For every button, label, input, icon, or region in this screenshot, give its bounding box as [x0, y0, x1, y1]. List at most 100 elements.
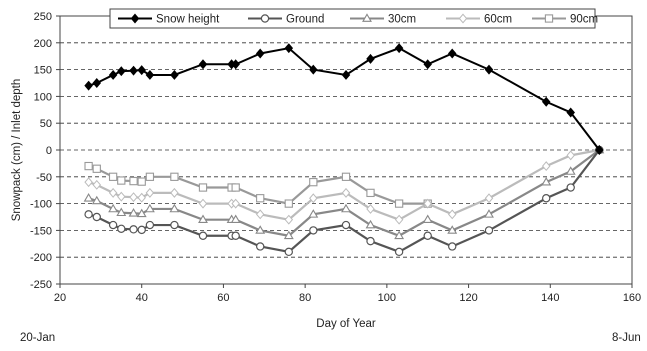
- data-point: [366, 236, 375, 246]
- data-point: [84, 161, 93, 171]
- data-point: [129, 65, 138, 76]
- data-point: [169, 203, 180, 213]
- x-tick-label: 160: [623, 292, 641, 304]
- data-point: [484, 64, 494, 75]
- y-tick-label: 0: [46, 145, 52, 157]
- y-tick-label: -200: [30, 252, 52, 264]
- data-point: [394, 214, 404, 225]
- x-tick-label: 40: [136, 292, 148, 304]
- data-point: [284, 43, 294, 54]
- x-tick-label: 120: [459, 292, 477, 304]
- data-point: [541, 96, 551, 107]
- data-point: [91, 195, 102, 205]
- series-line: [88, 149, 601, 254]
- data-point: [145, 220, 155, 230]
- data-point: [341, 203, 351, 213]
- data-point: [145, 187, 155, 198]
- data-point: [448, 242, 457, 251]
- data-point: [484, 209, 494, 218]
- end-date-label: 8-Jun: [612, 332, 641, 344]
- x-tick-label: 140: [541, 292, 559, 304]
- data-point: [283, 230, 294, 240]
- data-point: [394, 43, 404, 54]
- series-30cm: [83, 144, 605, 240]
- y-tick-label: -250: [30, 279, 52, 291]
- data-point: [83, 193, 94, 202]
- data-point: [170, 187, 179, 198]
- data-point: [423, 198, 432, 209]
- x-axis-label: Day of Year: [316, 318, 376, 330]
- data-point: [84, 80, 93, 91]
- data-point: [92, 179, 102, 190]
- data-point: [144, 203, 155, 213]
- data-point: [231, 183, 240, 192]
- legend-label: 90cm: [570, 14, 598, 26]
- data-point: [541, 176, 552, 186]
- data-point: [542, 194, 551, 203]
- data-point: [198, 59, 208, 70]
- data-point: [129, 176, 138, 186]
- data-point: [595, 145, 604, 155]
- legend-label: Snow height: [156, 14, 220, 26]
- data-point: [394, 199, 404, 208]
- data-point: [394, 230, 405, 240]
- data-point: [256, 242, 265, 251]
- data-point: [108, 220, 118, 230]
- y-tick-label: -100: [30, 199, 52, 211]
- y-tick-label: -150: [30, 225, 52, 237]
- data-point: [198, 183, 208, 192]
- x-tick-label: 60: [217, 292, 229, 304]
- data-point: [108, 172, 118, 181]
- data-point: [394, 247, 404, 257]
- start-date-label: 20-Jan: [20, 332, 56, 344]
- data-point: [484, 226, 494, 235]
- data-point: [422, 214, 433, 224]
- data-point: [137, 177, 146, 186]
- legend-marker: [458, 13, 468, 24]
- data-point: [484, 193, 494, 204]
- data-point: [566, 150, 575, 161]
- data-point: [137, 65, 146, 76]
- data-point: [447, 48, 457, 59]
- data-point: [117, 224, 126, 233]
- data-point: [341, 220, 351, 230]
- series-90cm: [84, 161, 432, 208]
- data-point: [129, 192, 138, 203]
- data-point: [255, 48, 265, 59]
- y-tick-label: 250: [34, 11, 52, 23]
- data-point: [256, 194, 265, 203]
- data-point: [255, 209, 265, 220]
- data-point: [423, 59, 432, 70]
- data-point: [309, 64, 318, 75]
- y-axis-label: Snowpack (cm) / Inlet depth: [11, 79, 23, 222]
- legend-marker: [260, 14, 270, 23]
- data-point: [117, 191, 126, 202]
- data-point: [309, 226, 318, 235]
- data-point: [116, 207, 127, 217]
- data-point: [541, 161, 551, 172]
- legend: Snow height Ground 30cm 60cm 90cm: [109, 8, 598, 29]
- data-point: [145, 172, 155, 181]
- data-point: [284, 247, 293, 257]
- data-point: [366, 188, 375, 198]
- data-point: [170, 69, 179, 80]
- series-60cm: [84, 145, 604, 225]
- data-point: [84, 210, 93, 219]
- data-point: [117, 176, 126, 185]
- legend-label: 60cm: [484, 14, 512, 26]
- data-point: [137, 225, 146, 235]
- data-point: [365, 219, 376, 229]
- data-point: [309, 193, 318, 204]
- data-point: [341, 172, 351, 181]
- data-point: [108, 187, 118, 198]
- x-tick-label: 80: [299, 292, 311, 304]
- data-point: [447, 209, 457, 220]
- x-tick-label: 100: [378, 292, 396, 304]
- data-point: [108, 203, 119, 213]
- data-point: [198, 198, 208, 209]
- series-ground: [84, 145, 604, 257]
- data-point: [129, 225, 138, 234]
- data-point: [198, 231, 208, 240]
- legend-label: Ground: [286, 14, 324, 26]
